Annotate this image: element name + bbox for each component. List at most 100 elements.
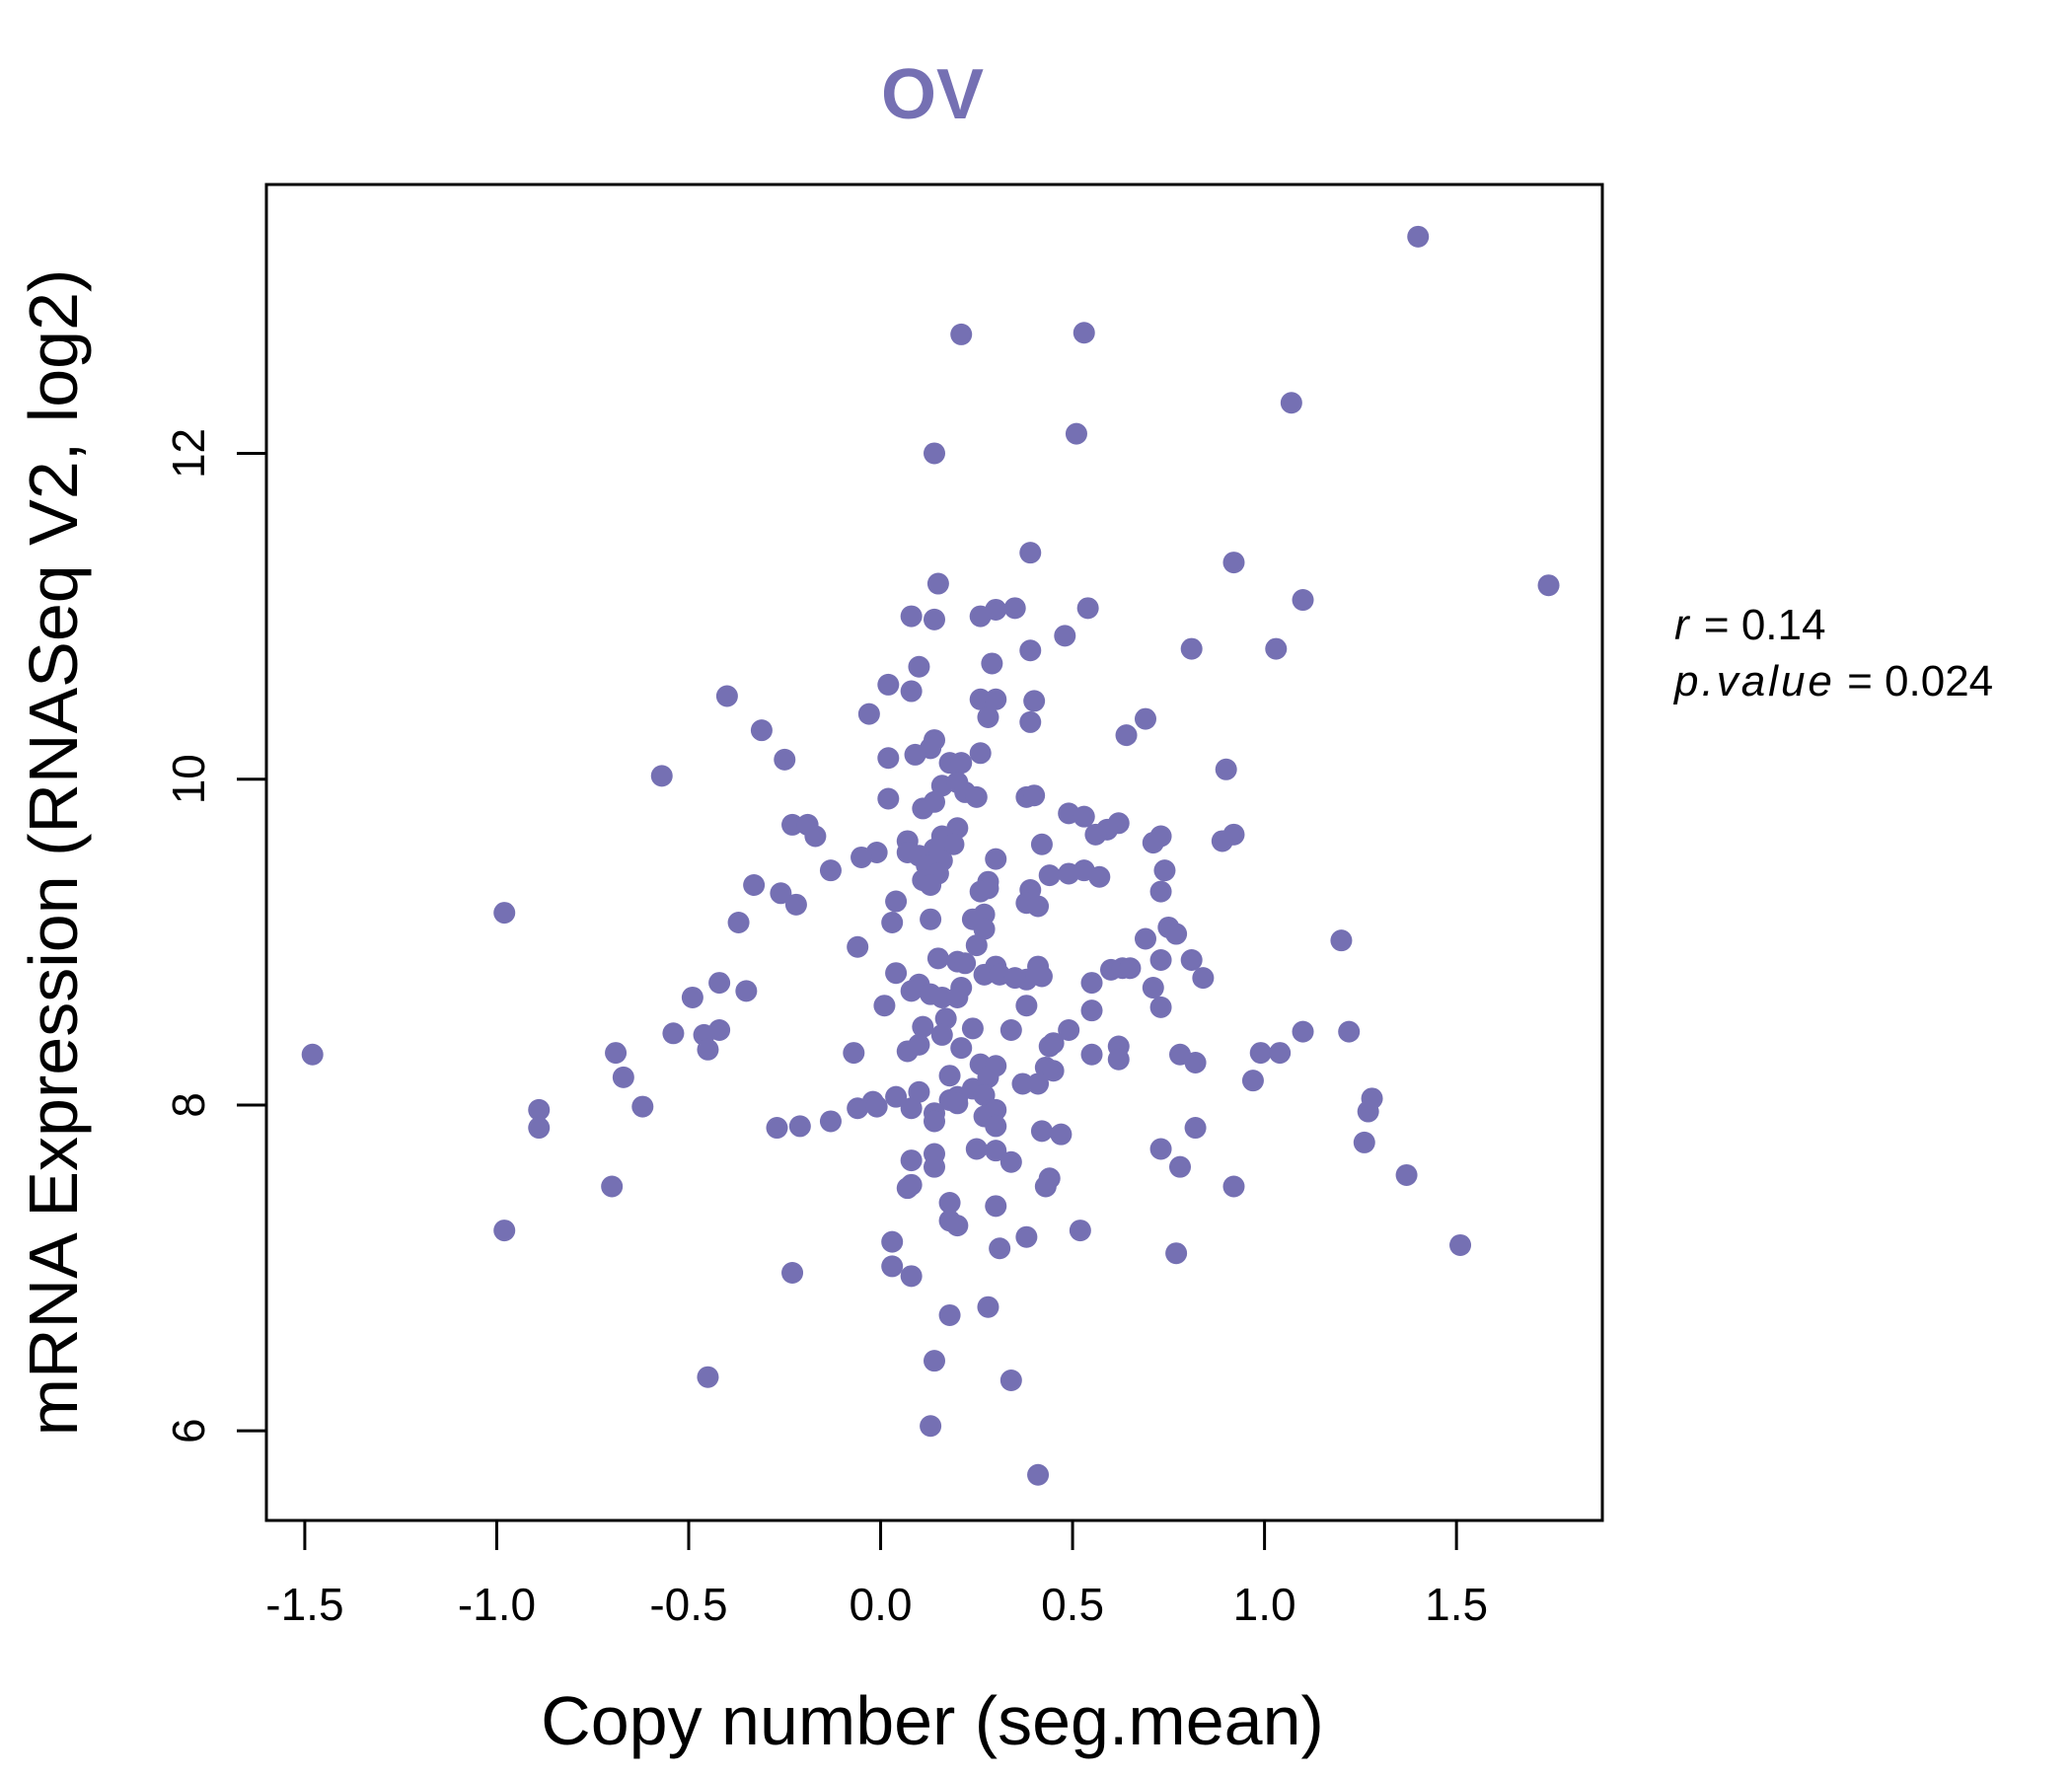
data-point: [784, 893, 807, 916]
data-point: [904, 743, 926, 766]
data-point: [900, 1149, 923, 1172]
data-point: [985, 688, 1007, 710]
data-point: [708, 972, 731, 995]
data-point: [1088, 865, 1111, 888]
y-axis: 6 8 10 12: [163, 428, 268, 1443]
data-point: [1215, 758, 1237, 780]
data-point: [934, 1007, 957, 1030]
y-tick-label: 10: [163, 754, 214, 804]
data-point: [697, 1366, 719, 1388]
data-point: [819, 859, 842, 882]
data-point: [989, 1237, 1011, 1260]
data-point: [650, 765, 673, 787]
data-point: [877, 787, 900, 810]
data-point: [819, 1110, 842, 1133]
data-point: [1115, 724, 1138, 747]
data-point: [938, 1192, 961, 1215]
p-equals: =: [1835, 657, 1885, 705]
chart-title: OV: [881, 55, 984, 134]
data-point: [1003, 597, 1026, 620]
data-point: [727, 912, 750, 934]
y-axis-label: mRNA Expression (RNASeq V2, log2): [15, 269, 92, 1437]
data-point: [877, 673, 900, 696]
data-point: [1019, 710, 1042, 733]
data-points: [301, 225, 1560, 1486]
data-point: [985, 1115, 1007, 1138]
x-tick-label: 0.0: [850, 1579, 913, 1630]
data-point: [1165, 1242, 1188, 1265]
data-point: [781, 813, 804, 836]
data-point: [1338, 1020, 1361, 1043]
data-point: [1134, 707, 1156, 730]
data-point: [1058, 1018, 1080, 1041]
data-point: [1142, 977, 1164, 999]
data-point: [900, 980, 923, 1002]
data-point: [774, 748, 796, 771]
data-point: [981, 652, 1003, 675]
data-point: [1080, 1043, 1103, 1066]
data-point: [977, 1295, 999, 1318]
data-point: [612, 1066, 634, 1088]
data-point: [1073, 805, 1095, 828]
data-point: [920, 1415, 942, 1438]
data-point: [908, 1080, 930, 1103]
data-point: [977, 705, 999, 728]
data-point: [1357, 1100, 1379, 1123]
data-point: [804, 825, 827, 848]
data-point: [1030, 1120, 1053, 1143]
data-point: [1149, 1138, 1172, 1160]
data-point: [743, 874, 766, 897]
data-point: [1027, 1463, 1050, 1486]
data-point: [781, 1262, 804, 1285]
data-point: [1023, 690, 1046, 712]
data-point: [977, 1066, 999, 1088]
data-point: [750, 719, 773, 742]
x-tick-label: 0.5: [1041, 1579, 1104, 1630]
data-point: [1222, 552, 1245, 574]
x-axis: -1.5 -1.0 -0.5 0.0 0.5 1.0 1.5: [265, 1518, 1488, 1630]
data-point: [999, 1150, 1022, 1173]
r-value: 0.14: [1741, 601, 1826, 649]
data-point: [1222, 1175, 1245, 1198]
data-point: [985, 1195, 1007, 1218]
data-point: [1249, 1042, 1272, 1065]
data-point: [942, 833, 965, 855]
data-point: [493, 1220, 516, 1242]
data-point: [920, 874, 942, 897]
data-point: [697, 1038, 719, 1061]
data-point: [715, 685, 738, 707]
x-tick-label: 1.0: [1233, 1579, 1296, 1630]
data-point: [1069, 1220, 1091, 1242]
data-point: [735, 980, 758, 1002]
data-point: [924, 608, 945, 630]
data-point: [881, 1230, 904, 1253]
data-point: [950, 323, 973, 345]
data-point: [1169, 1155, 1192, 1178]
y-tick-label: 6: [163, 1418, 214, 1443]
data-point: [865, 1095, 888, 1118]
data-point: [912, 797, 934, 820]
data-point: [946, 1215, 969, 1237]
data-point: [1073, 322, 1095, 344]
data-point: [969, 742, 992, 765]
data-point: [965, 785, 988, 808]
data-point: [877, 747, 900, 770]
data-point: [605, 1042, 628, 1065]
data-point: [770, 882, 792, 905]
data-point: [881, 1255, 904, 1278]
data-point: [881, 912, 904, 934]
data-point: [965, 1138, 988, 1160]
data-point: [1292, 1020, 1314, 1043]
data-point: [631, 1095, 654, 1118]
data-point: [896, 1177, 919, 1200]
p-label: p.value: [1672, 657, 1835, 705]
data-point: [965, 934, 988, 957]
data-point: [1003, 967, 1026, 990]
data-point: [1030, 833, 1053, 855]
data-point: [946, 1092, 969, 1115]
data-point: [973, 918, 996, 940]
data-point: [912, 1015, 934, 1038]
data-point: [1449, 1233, 1472, 1256]
data-point: [528, 1098, 551, 1121]
data-point: [851, 846, 873, 868]
